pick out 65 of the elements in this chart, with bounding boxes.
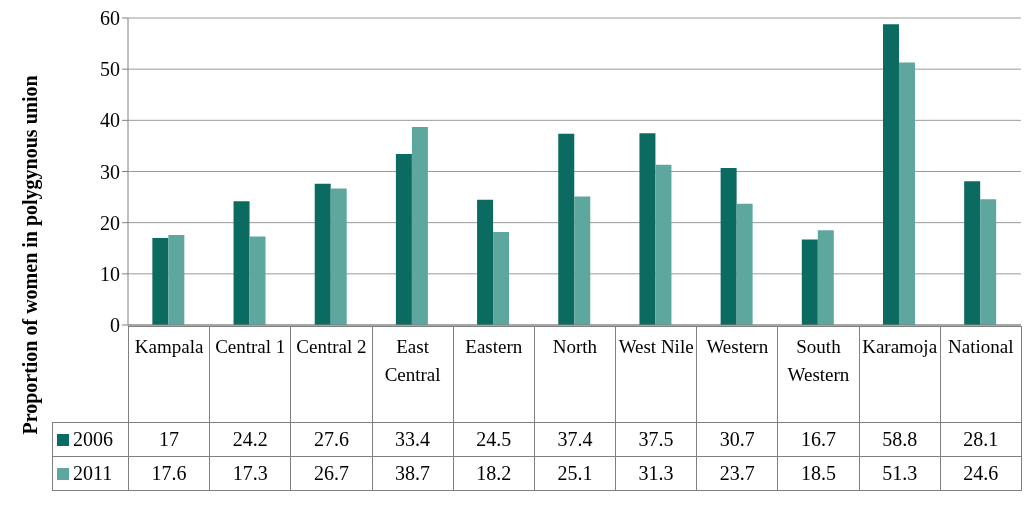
data-label: 16.7: [777, 422, 860, 457]
bar: [639, 133, 656, 325]
bar: [395, 154, 412, 325]
y-tick-label: 60: [100, 7, 120, 30]
bar: [558, 133, 575, 325]
data-label: 18.5: [777, 456, 860, 491]
x-tick-label: East Central: [372, 326, 454, 423]
x-tick-label: Eastern: [453, 326, 535, 423]
bar: [736, 203, 753, 325]
bar: [817, 230, 834, 325]
y-tick-label: 0: [110, 314, 120, 337]
data-label: 24.5: [453, 422, 535, 457]
bar: [249, 236, 266, 325]
data-label: 24.6: [940, 456, 1022, 491]
bar: [898, 62, 915, 325]
data-label: 30.7: [696, 422, 778, 457]
y-tick-label: 50: [100, 58, 120, 81]
data-label: 24.2: [209, 422, 291, 457]
data-label: 28.1: [940, 422, 1022, 457]
data-label: 37.4: [534, 422, 616, 457]
x-tick-label: Central 2: [290, 326, 373, 423]
y-tick-label: 30: [100, 160, 120, 183]
data-label: 17: [128, 422, 210, 457]
y-tick-label: 10: [100, 262, 120, 285]
bar: [330, 188, 347, 325]
legend-label: 2006: [52, 422, 129, 457]
bar: [314, 183, 331, 325]
x-tick-label: Kampala: [128, 326, 210, 423]
data-label: 18.2: [453, 456, 535, 491]
data-label: 51.3: [859, 456, 941, 491]
data-label: 38.7: [372, 456, 454, 491]
data-label: 31.3: [615, 456, 697, 491]
bar: [574, 196, 591, 325]
x-tick-label: North: [534, 326, 616, 423]
bar: [882, 24, 899, 325]
data-label: 17.6: [128, 456, 210, 491]
x-tick-label: West Nile: [615, 326, 697, 423]
bar: [477, 199, 494, 325]
x-tick-label: National: [940, 326, 1022, 423]
bar: [655, 164, 672, 325]
x-tick-label: Western: [696, 326, 778, 423]
bar: [152, 238, 169, 325]
x-tick-label: Central 1: [209, 326, 291, 423]
data-label: 23.7: [696, 456, 778, 491]
legend-label: 2011: [52, 456, 129, 491]
data-label: 17.3: [209, 456, 291, 491]
data-label: 25.1: [534, 456, 616, 491]
data-label: 26.7: [290, 456, 373, 491]
bar: [801, 239, 818, 325]
data-label: 27.6: [290, 422, 373, 457]
bar: [233, 201, 250, 325]
bar: [980, 199, 997, 325]
x-tick-label: Karamoja: [859, 326, 941, 423]
bar: [493, 231, 510, 325]
data-label: 58.8: [859, 422, 941, 457]
bar: [964, 181, 981, 325]
bar: [720, 167, 737, 325]
bar: [168, 234, 185, 325]
x-tick-label: South Western: [777, 326, 860, 423]
data-label: 37.5: [615, 422, 697, 457]
bar: [411, 126, 428, 325]
y-tick-label: 40: [100, 109, 120, 132]
y-tick-label: 20: [100, 211, 120, 234]
data-label: 33.4: [372, 422, 454, 457]
y-axis-title: Proportion of women in polygynous union: [19, 74, 41, 437]
